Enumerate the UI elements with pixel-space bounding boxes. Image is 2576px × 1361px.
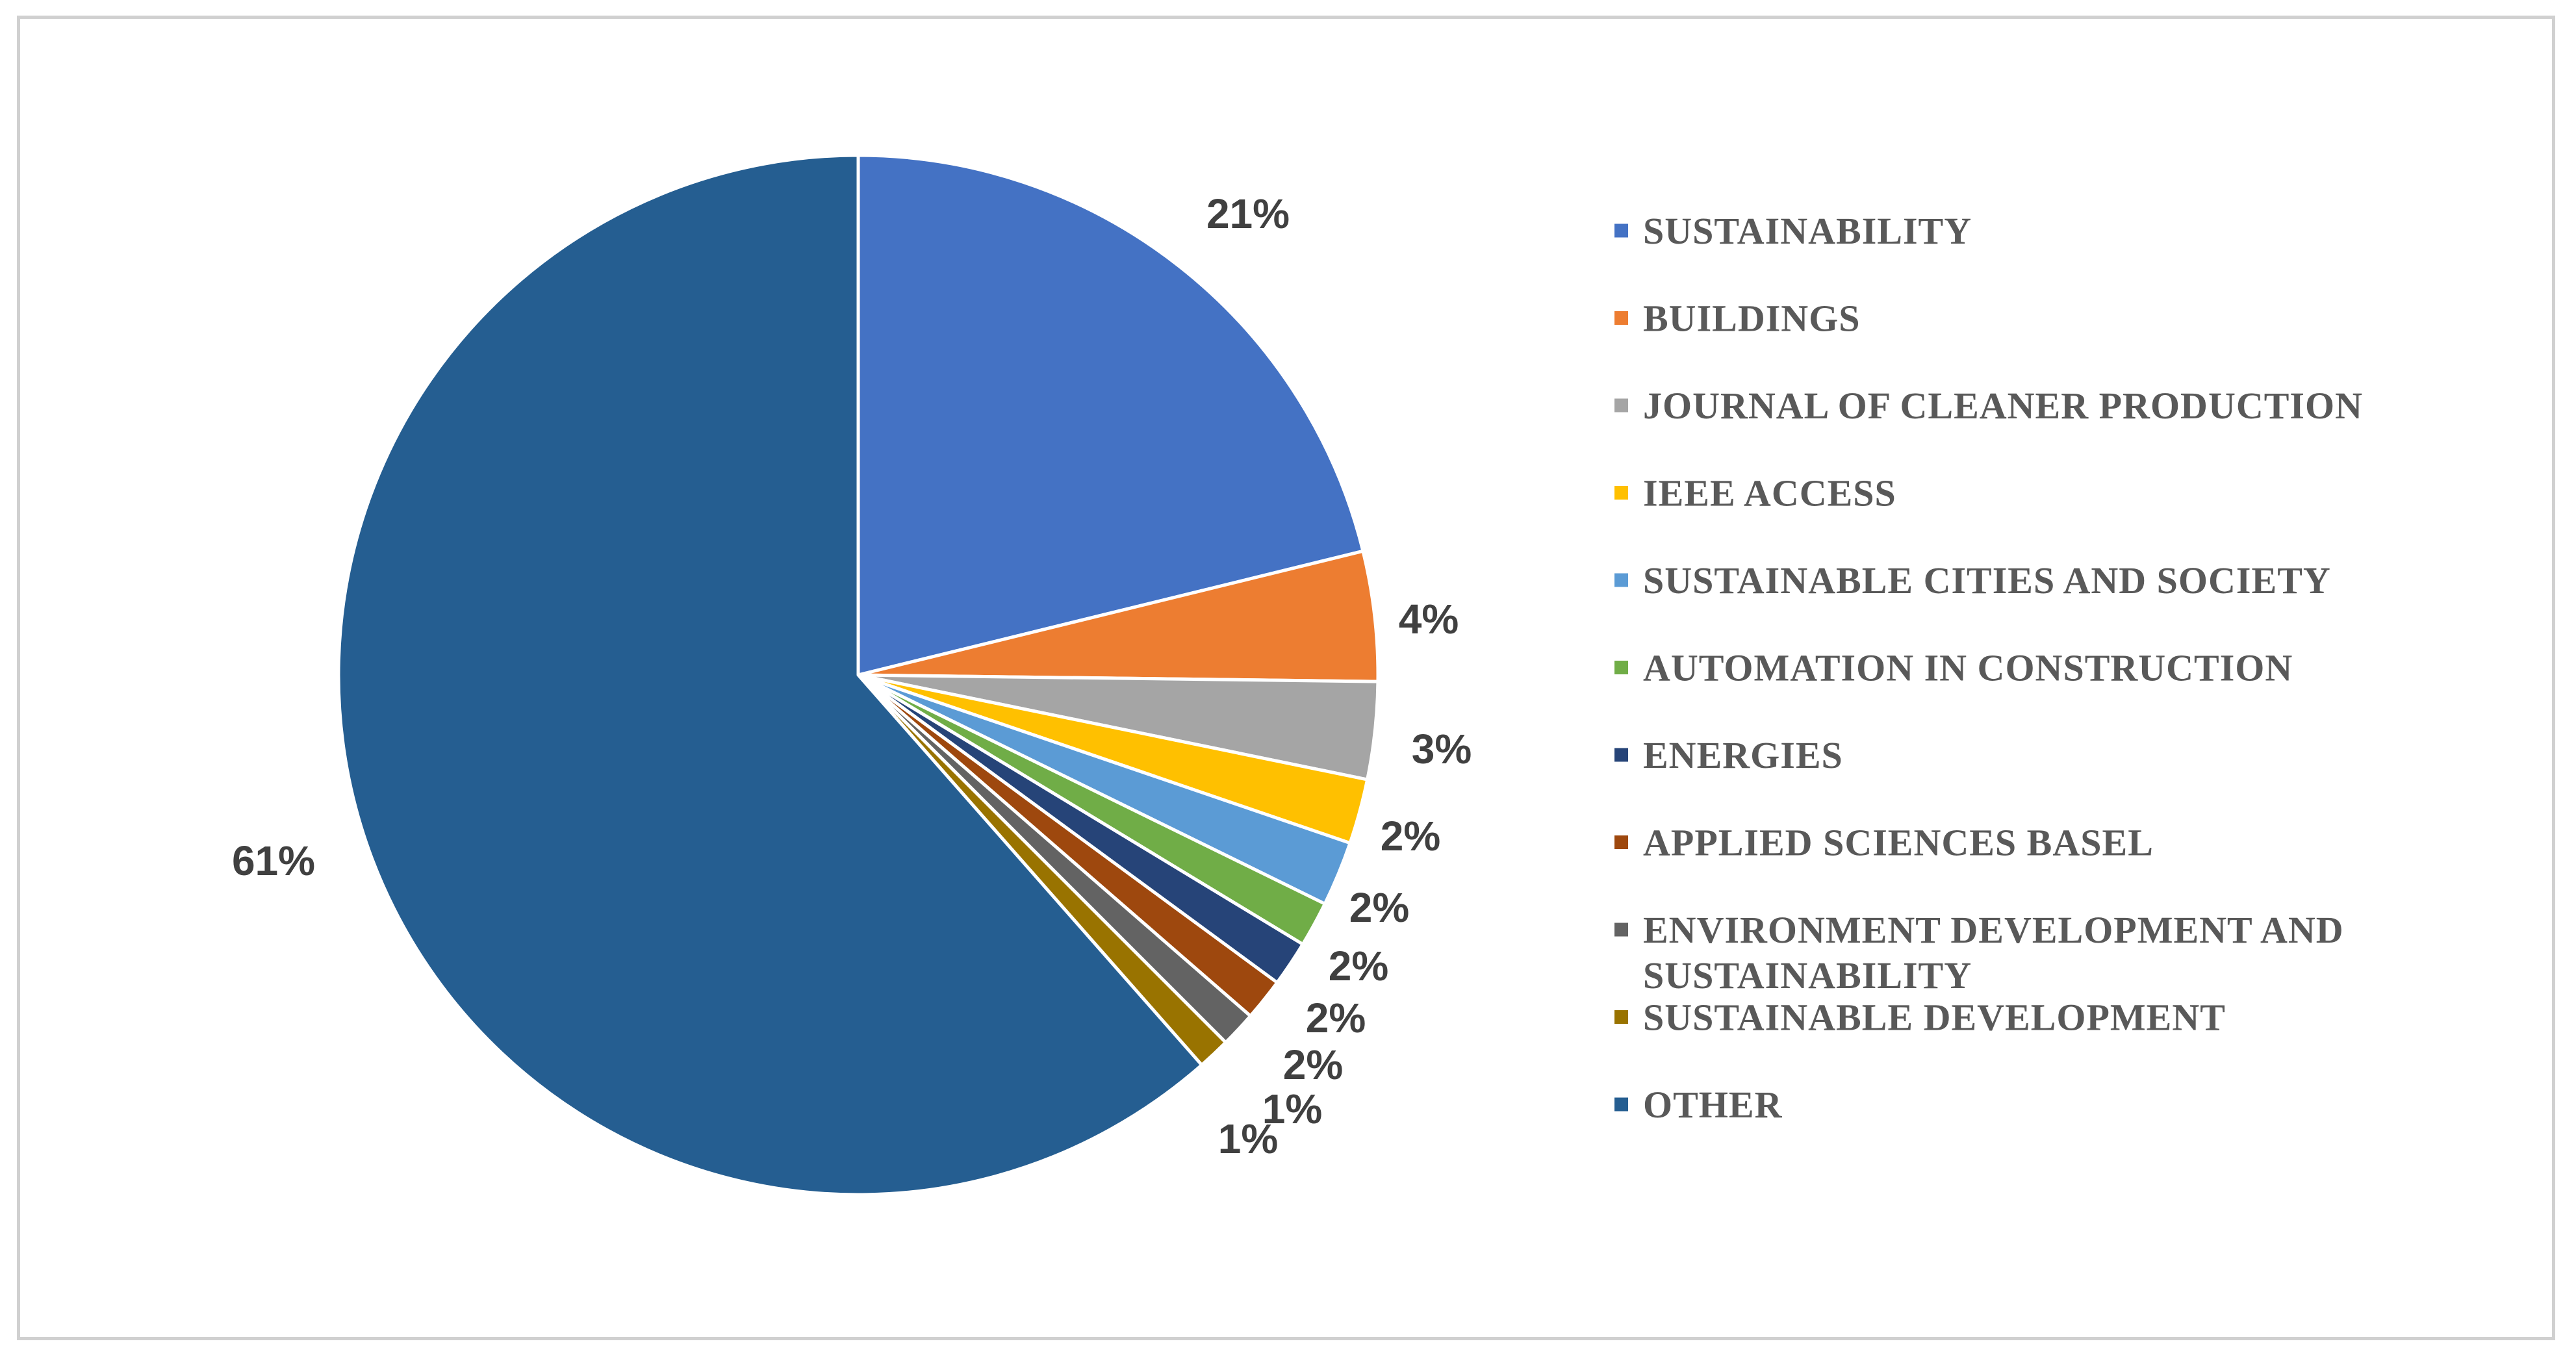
data-label-environment-development-and-sustainability: 1% bbox=[1262, 1086, 1323, 1132]
legend-label-sustainability: SUSTAINABILITY bbox=[1643, 210, 1972, 252]
data-label-applied-sciences-basel: 2% bbox=[1283, 1041, 1344, 1088]
chart-frame: 21% 4% 3% 2% 2% 2% 2% 2% 1% 1% 61% SUSTAINABILITY B… bbox=[17, 16, 2555, 1340]
data-label-sustainable-development: 1% bbox=[1218, 1115, 1279, 1162]
legend-swatch-sustainability bbox=[1614, 223, 1628, 238]
legend-swatch-energies bbox=[1614, 748, 1628, 762]
pie-slice-other bbox=[337, 153, 1204, 1197]
legend-label-energies: ENERGIES bbox=[1643, 734, 1843, 776]
legend-swatch-ieee-access bbox=[1614, 486, 1628, 500]
data-label-journal-of-cleaner-production: 3% bbox=[1412, 726, 1472, 772]
legend-swatch-journal-of-cleaner-production bbox=[1614, 398, 1628, 413]
legend-swatch-sustainable-development bbox=[1614, 1010, 1628, 1024]
legend-swatch-automation-in-construction bbox=[1614, 661, 1628, 674]
legend: SUSTAINABILITY BUILDINGS JOURNAL OF CLEANE… bbox=[1614, 210, 2363, 1126]
legend-item-applied-sciences-basel: APPLIED SCIENCES BASEL bbox=[1614, 822, 2154, 864]
data-label-ieee-access: 2% bbox=[1381, 813, 1441, 859]
legend-item-sustainable-cities-and-society: SUSTAINABLE CITIES AND SOCIETY bbox=[1614, 559, 2331, 602]
pie-slice-buildings bbox=[856, 549, 1380, 683]
legend-item-sustainable-development: SUSTAINABLE DEVELOPMENT bbox=[1614, 997, 2226, 1039]
legend-item-journal-of-cleaner-production: JOURNAL OF CLEANER PRODUCTION bbox=[1614, 385, 2363, 427]
data-label-other: 61% bbox=[232, 837, 315, 884]
data-label-energies: 2% bbox=[1306, 995, 1366, 1041]
legend-swatch-environment-development-and-sustainability bbox=[1614, 922, 1628, 937]
data-label-buildings: 4% bbox=[1399, 596, 1459, 642]
legend-item-automation-in-construction: AUTOMATION IN CONSTRUCTION bbox=[1614, 647, 2293, 689]
legend-item-sustainability: SUSTAINABILITY bbox=[1614, 210, 1972, 252]
legend-label-ieee-access: IEEE ACCESS bbox=[1643, 472, 1896, 515]
legend-label-sustainable-cities-and-society: SUSTAINABLE CITIES AND SOCIETY bbox=[1643, 559, 2331, 602]
data-label-automation-in-construction: 2% bbox=[1329, 943, 1389, 989]
legend-swatch-other bbox=[1614, 1097, 1628, 1112]
pie-slice-sustainability bbox=[856, 153, 1365, 677]
legend-swatch-sustainable-cities-and-society bbox=[1614, 573, 1628, 587]
pie-slices bbox=[337, 153, 1380, 1197]
legend-label-other: OTHER bbox=[1643, 1084, 1783, 1126]
data-labels: 21%4%3%2%2%2%2%2%1%1%61% bbox=[232, 190, 1472, 1162]
legend-item-other: OTHER bbox=[1614, 1084, 1783, 1126]
legend-label-applied-sciences-basel: APPLIED SCIENCES BASEL bbox=[1643, 822, 2154, 864]
legend-item-ieee-access: IEEE ACCESS bbox=[1614, 472, 1896, 515]
data-label-sustainability: 21% bbox=[1206, 190, 1290, 237]
legend-label-buildings: BUILDINGS bbox=[1643, 298, 1861, 340]
legend-label-environment-development-and-sustainability: ENVIRONMENT DEVELOPMENT AND SUSTAINABILIT… bbox=[1643, 909, 2344, 997]
legend-item-environment-development-and-sustainability: ENVIRONMENT DEVELOPMENT AND SUSTAINABILIT… bbox=[1614, 909, 2344, 997]
legend-swatch-applied-sciences-basel bbox=[1614, 835, 1628, 849]
legend-label-automation-in-construction: AUTOMATION IN CONSTRUCTION bbox=[1643, 647, 2293, 689]
legend-item-energies: ENERGIES bbox=[1614, 734, 1843, 776]
legend-label-journal-of-cleaner-production: JOURNAL OF CLEANER PRODUCTION bbox=[1643, 385, 2363, 427]
pie-chart: 21%4%3%2%2%2%2%2%1%1%61% SUSTAINABILITYB… bbox=[232, 153, 2363, 1197]
data-label-sustainable-cities-and-society: 2% bbox=[1349, 884, 1410, 931]
legend-swatch-buildings bbox=[1614, 311, 1628, 325]
legend-label-sustainable-development: SUSTAINABLE DEVELOPMENT bbox=[1643, 997, 2226, 1039]
legend-item-buildings: BUILDINGS bbox=[1614, 298, 1861, 340]
